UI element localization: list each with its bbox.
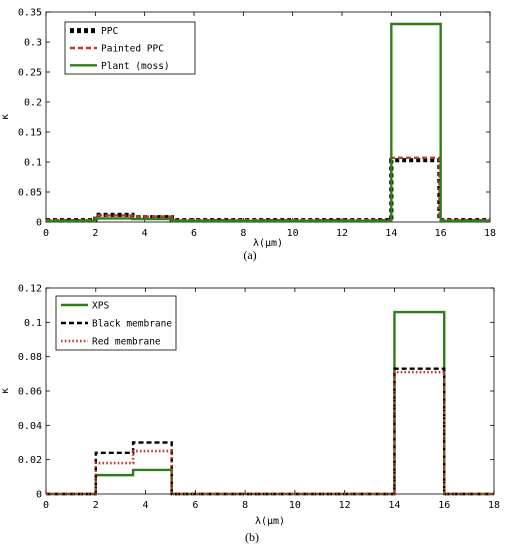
legend-label: Painted PPC [101,44,164,55]
y-tick-label: 0.05 [18,188,42,199]
x-tick-label: 14 [385,228,397,239]
chart-2: 0 2 4 6 8 10 12 14 16 18 0 0.02 0.04 0.06 0.08 0.1 0.12 λ… [0,284,500,545]
y-tick-label: 0.3 [24,38,42,49]
y-tick-label: 0.04 [18,421,42,432]
y-tick-label: 0.25 [18,68,42,79]
panel-label: (b) [245,530,259,544]
series-line-3 [46,370,494,496]
y-axis-label: κ [0,114,11,120]
x-tick-label: 4 [142,228,148,239]
y-tick-label: 0.02 [18,455,42,466]
y-tick-label: 0 [36,490,42,501]
x-tick-label: 12 [339,500,351,511]
y-axis-label: κ [0,388,11,394]
legend: PPC Painted PPC Plant (moss) [64,21,196,75]
x-tick-label: 8 [242,500,248,511]
x-tick-label: 6 [191,228,197,239]
x-tick-label: 12 [336,228,348,239]
series-line-2 [46,367,494,496]
y-tick-label: 0.15 [18,128,42,139]
y-tick-label: 0.2 [24,98,42,109]
panel-label: (a) [243,248,256,262]
x-axis-label: λ(μm) [253,238,283,249]
x-tick-label: 14 [388,500,400,511]
x-tick-label: 8 [240,228,246,239]
series-line-2 [46,156,490,222]
y-tick-label: 0.06 [18,387,42,398]
x-tick-label: 0 [43,500,49,511]
x-tick-label: 10 [289,500,301,511]
x-tick-label: 4 [143,500,149,511]
x-tick-label: 18 [484,228,496,239]
x-tick-label: 16 [435,228,447,239]
legend-label: XPS [92,301,109,312]
legend: XPS Black membrane Red membrane [55,295,177,351]
y-tick-label: 0.35 [18,8,42,19]
y-tick-label: 0 [36,218,42,229]
y-tick-label: 0.12 [18,284,42,295]
x-tick-label: 0 [43,228,49,239]
x-tick-label: 18 [488,500,500,511]
x-axis-label: λ(μm) [255,516,285,527]
x-tick-label: 2 [92,228,98,239]
chart-1: 0 2 4 6 8 10 12 14 16 18 0 0.05 0.1 0.15 0.2 0.25 0.3 0.3… [0,8,496,263]
legend-label: Plant (moss) [101,61,170,72]
series-line-3 [46,22,490,222]
legend-label: Black membrane [92,319,172,330]
x-tick-label: 2 [93,500,99,511]
x-tick-label: 10 [287,228,299,239]
y-tick-label: 0.08 [18,352,42,363]
legend-label: PPC [101,26,118,37]
y-tick-label: 0.1 [24,158,42,169]
x-tick-label: 16 [438,500,450,511]
legend-label: Red membrane [92,337,161,348]
x-tick-label: 6 [192,500,198,511]
legend-box [55,295,177,351]
y-tick-label: 0.1 [24,318,42,329]
